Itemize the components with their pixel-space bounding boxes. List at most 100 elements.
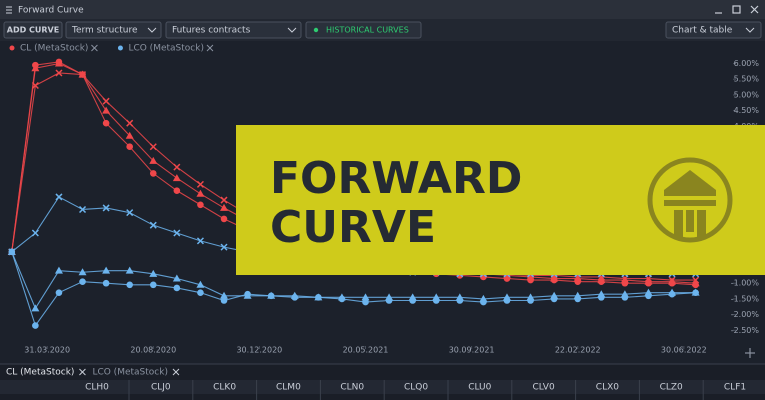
column-header: CLJ0 bbox=[151, 383, 171, 393]
point bbox=[102, 204, 110, 212]
point bbox=[55, 289, 63, 296]
term-structure-label: Term structure bbox=[71, 26, 138, 36]
point bbox=[692, 289, 699, 296]
point bbox=[126, 143, 133, 151]
y-tick-label: 4.50% bbox=[734, 106, 760, 115]
point bbox=[668, 276, 676, 284]
point bbox=[78, 268, 87, 276]
point bbox=[196, 189, 205, 197]
dropdown-arrow bbox=[745, 27, 755, 33]
point bbox=[8, 248, 16, 256]
column-header: CLK0 bbox=[213, 383, 236, 393]
table-header bbox=[0, 380, 765, 394]
point bbox=[621, 294, 629, 301]
column-header: CLV0 bbox=[532, 383, 554, 393]
banner-line: CURVE bbox=[270, 202, 436, 253]
point bbox=[220, 203, 229, 211]
point bbox=[149, 170, 157, 177]
menu-icon[interactable] bbox=[6, 6, 12, 14]
point bbox=[691, 279, 700, 287]
point bbox=[149, 281, 157, 289]
point bbox=[173, 187, 181, 194]
column-header: CLH0 bbox=[85, 383, 109, 393]
legend-swatch bbox=[9, 45, 15, 51]
point bbox=[220, 215, 228, 223]
point bbox=[220, 196, 228, 204]
close-icon[interactable] bbox=[206, 44, 214, 52]
add-curve-label: ADD CURVE bbox=[7, 26, 59, 35]
close-icon[interactable] bbox=[91, 44, 98, 52]
close-icon[interactable] bbox=[79, 368, 86, 376]
point bbox=[597, 276, 606, 284]
window-controls[interactable] bbox=[715, 5, 759, 14]
x-tick-label: 20.08.2020 bbox=[130, 346, 176, 355]
legend-label: CL (MetaStock) bbox=[20, 44, 88, 54]
point bbox=[527, 297, 534, 304]
point bbox=[172, 174, 181, 182]
y-tick-label: 6.00% bbox=[734, 59, 760, 68]
point bbox=[149, 269, 158, 277]
x-tick-label: 22.02.2022 bbox=[555, 346, 601, 355]
x-tick-label: 30.09.2021 bbox=[449, 346, 495, 355]
y-tick-label: -2.00% bbox=[731, 310, 760, 319]
point bbox=[409, 297, 416, 304]
historical-curves-button[interactable] bbox=[305, 21, 422, 39]
point bbox=[149, 221, 157, 229]
tabs: CL (MetaStock) LCO (MetaStock) bbox=[6, 368, 180, 378]
close-stroke bbox=[79, 368, 86, 376]
y-tick-label: -2.50% bbox=[731, 326, 760, 335]
add-curve-button[interactable] bbox=[3, 21, 63, 39]
point bbox=[361, 293, 370, 301]
futures-contracts-dropdown[interactable] bbox=[165, 21, 302, 39]
point bbox=[692, 276, 700, 284]
logo bbox=[647, 157, 733, 243]
dropdown-arrow bbox=[147, 27, 157, 33]
column-header: CLU0 bbox=[468, 383, 491, 393]
view-label: Chart & table bbox=[672, 26, 733, 36]
close-stroke bbox=[91, 44, 98, 52]
view-dropdown[interactable] bbox=[665, 21, 762, 39]
point bbox=[173, 229, 181, 237]
close-icon[interactable] bbox=[172, 368, 180, 376]
tab-label[interactable]: CL (MetaStock) bbox=[6, 368, 74, 378]
point bbox=[315, 294, 322, 301]
column-header: CLX0 bbox=[596, 383, 619, 393]
add-button[interactable] bbox=[745, 348, 755, 358]
point bbox=[125, 131, 134, 139]
point bbox=[31, 304, 40, 312]
close-stroke bbox=[172, 368, 180, 376]
point bbox=[102, 119, 110, 127]
term-structure-dropdown[interactable] bbox=[65, 21, 162, 39]
point bbox=[32, 322, 39, 329]
banner-line: FORWARD bbox=[270, 153, 522, 204]
point bbox=[220, 243, 228, 251]
x-tick-label: 20.05.2021 bbox=[343, 346, 389, 355]
point bbox=[197, 201, 204, 209]
point bbox=[55, 193, 63, 201]
point bbox=[79, 71, 87, 79]
point bbox=[102, 97, 110, 105]
curve-line bbox=[11, 251, 696, 310]
point bbox=[385, 297, 393, 304]
point bbox=[31, 64, 40, 72]
point bbox=[126, 119, 134, 127]
point bbox=[550, 295, 558, 303]
window-title: Forward Curve bbox=[18, 6, 84, 16]
point bbox=[149, 143, 157, 151]
point bbox=[31, 81, 39, 90]
point bbox=[173, 163, 181, 171]
curve-line bbox=[11, 251, 696, 327]
point bbox=[598, 294, 605, 301]
point bbox=[125, 266, 134, 274]
x-tick-label: 30.12.2020 bbox=[236, 346, 282, 355]
point bbox=[31, 229, 39, 237]
futures-contracts-label: Futures contracts bbox=[172, 26, 251, 36]
point bbox=[196, 237, 204, 245]
point bbox=[362, 298, 369, 306]
point bbox=[102, 106, 111, 114]
tab-label[interactable]: LCO (MetaStock) bbox=[92, 368, 168, 378]
point bbox=[173, 284, 181, 292]
point bbox=[338, 295, 346, 303]
point bbox=[267, 292, 275, 300]
